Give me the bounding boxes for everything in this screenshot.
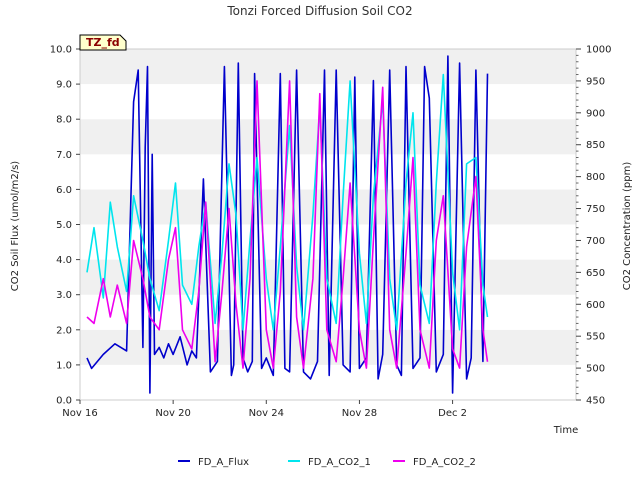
x-tick-label: Nov 16 bbox=[62, 408, 97, 419]
grid-band bbox=[80, 84, 576, 120]
grid-band bbox=[80, 119, 576, 155]
y-left-tick-label: 6.0 bbox=[56, 185, 72, 196]
chart-title: Tonzi Forced Diffusion Soil CO2 bbox=[226, 4, 412, 18]
y-left-tick-label: 3.0 bbox=[56, 290, 72, 301]
y-right-tick-label: 600 bbox=[586, 300, 605, 311]
y-axis-right-title: CO2 Concentration (ppm) bbox=[622, 162, 633, 291]
y-right-tick-label: 950 bbox=[586, 76, 605, 87]
series-line-fd-a-flux bbox=[86, 55, 489, 394]
series-line-fd-a-co2-2 bbox=[86, 80, 489, 369]
y-left-tick-label: 1.0 bbox=[56, 360, 72, 371]
legend-label: FD_A_CO2_1 bbox=[308, 457, 371, 468]
y-left-tick-label: 2.0 bbox=[56, 325, 72, 336]
y-left-tick-label: 9.0 bbox=[56, 80, 72, 91]
y-left-tick-label: 4.0 bbox=[56, 255, 72, 266]
x-tick-label: Dec 2 bbox=[438, 408, 467, 419]
y-right-tick-label: 650 bbox=[586, 268, 605, 279]
y-left-tick-label: 8.0 bbox=[56, 115, 72, 126]
x-tick-label: Nov 20 bbox=[155, 408, 190, 419]
y-right-tick-label: 450 bbox=[586, 396, 605, 407]
x-axis-title: Time bbox=[553, 425, 578, 436]
x-tick-label: Nov 28 bbox=[342, 408, 377, 419]
y-right-tick-label: 700 bbox=[586, 236, 605, 247]
site-label: TZ_fd bbox=[86, 36, 120, 49]
legend-label: FD_A_Flux bbox=[198, 457, 249, 468]
y-right-tick-label: 500 bbox=[586, 364, 605, 375]
y-right-tick-label: 850 bbox=[586, 140, 605, 151]
y-left-tick-label: 7.0 bbox=[56, 150, 72, 161]
y-right-tick-label: 1000 bbox=[586, 45, 611, 56]
series-line-fd-a-co2-1 bbox=[86, 73, 489, 331]
series-layer bbox=[86, 55, 489, 394]
y-axis-right: 450 500 550 600 650 700 750 800 850 900 950 1000 bbox=[576, 45, 611, 407]
y-right-tick-label: 550 bbox=[586, 332, 605, 343]
y-right-tick-label: 800 bbox=[586, 172, 605, 183]
legend-item-fd-a-flux: FD_A_Flux bbox=[178, 457, 249, 468]
y-right-tick-label: 750 bbox=[586, 204, 605, 215]
legend-item-fd-a-co2-1: FD_A_CO2_1 bbox=[288, 457, 371, 468]
x-axis: Nov 16 Nov 20 Nov 24 Nov 28 Dec 2 bbox=[62, 400, 467, 419]
x-tick-label: Nov 24 bbox=[249, 408, 284, 419]
grid-band bbox=[80, 49, 576, 85]
legend-label: FD_A_CO2_2 bbox=[413, 457, 476, 468]
y-left-tick-label: 10.0 bbox=[50, 45, 72, 56]
grid-band bbox=[80, 154, 576, 190]
y-right-tick-label: 900 bbox=[586, 108, 605, 119]
grid-band bbox=[80, 364, 576, 400]
y-axis-left-title: CO2 Soil Flux (umol/m2/s) bbox=[10, 161, 21, 291]
grid-band bbox=[80, 189, 576, 225]
legend-item-fd-a-co2-2: FD_A_CO2_2 bbox=[393, 457, 476, 468]
y-left-tick-label: 0.0 bbox=[56, 396, 72, 407]
y-left-tick-label: 5.0 bbox=[56, 220, 72, 231]
site-label-box: TZ_fd bbox=[79, 34, 127, 51]
y-axis-left: 0.0 1.0 2.0 3.0 4.0 5.0 6.0 7.0 8.0 9.0 10.0 bbox=[50, 45, 80, 407]
legend: FD_A_Flux FD_A_CO2_1 FD_A_CO2_2 bbox=[178, 457, 476, 468]
